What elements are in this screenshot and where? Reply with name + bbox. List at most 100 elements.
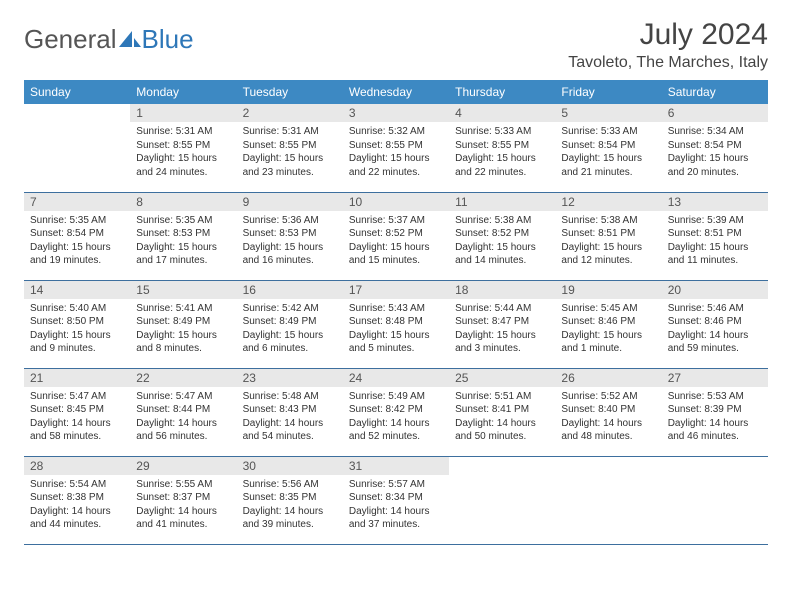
cell-body: Sunrise: 5:31 AMSunset: 8:55 PMDaylight:…	[237, 122, 343, 183]
sunrise-line: Sunrise: 5:36 AM	[243, 214, 337, 228]
cell-body: Sunrise: 5:52 AMSunset: 8:40 PMDaylight:…	[555, 387, 661, 448]
day-number: 29	[130, 457, 236, 475]
day-number: 22	[130, 369, 236, 387]
sunset-line: Sunset: 8:52 PM	[349, 227, 443, 241]
calendar-cell: 19Sunrise: 5:45 AMSunset: 8:46 PMDayligh…	[555, 280, 661, 368]
dl2-line: and 21 minutes.	[561, 166, 655, 180]
dl2-line: and 8 minutes.	[136, 342, 230, 356]
weekday-header: Monday	[130, 80, 236, 104]
cell-body: Sunrise: 5:46 AMSunset: 8:46 PMDaylight:…	[662, 299, 768, 360]
day-number: 28	[24, 457, 130, 475]
sunrise-line: Sunrise: 5:51 AM	[455, 390, 549, 404]
cell-body: Sunrise: 5:38 AMSunset: 8:51 PMDaylight:…	[555, 211, 661, 272]
sunrise-line: Sunrise: 5:33 AM	[455, 125, 549, 139]
dl2-line: and 22 minutes.	[455, 166, 549, 180]
day-number: 13	[662, 193, 768, 211]
day-number: 21	[24, 369, 130, 387]
day-number: 11	[449, 193, 555, 211]
dl1-line: Daylight: 15 hours	[136, 152, 230, 166]
calendar-cell: 14Sunrise: 5:40 AMSunset: 8:50 PMDayligh…	[24, 280, 130, 368]
calendar-cell: 3Sunrise: 5:32 AMSunset: 8:55 PMDaylight…	[343, 104, 449, 192]
dl1-line: Daylight: 15 hours	[455, 152, 549, 166]
day-number: 8	[130, 193, 236, 211]
sunrise-line: Sunrise: 5:44 AM	[455, 302, 549, 316]
calendar-cell: 20Sunrise: 5:46 AMSunset: 8:46 PMDayligh…	[662, 280, 768, 368]
cell-body: Sunrise: 5:34 AMSunset: 8:54 PMDaylight:…	[662, 122, 768, 183]
sunset-line: Sunset: 8:54 PM	[668, 139, 762, 153]
sunrise-line: Sunrise: 5:49 AM	[349, 390, 443, 404]
dl2-line: and 23 minutes.	[243, 166, 337, 180]
dl1-line: Daylight: 14 hours	[30, 417, 124, 431]
dl1-line: Daylight: 15 hours	[243, 152, 337, 166]
sunrise-line: Sunrise: 5:45 AM	[561, 302, 655, 316]
sunset-line: Sunset: 8:53 PM	[136, 227, 230, 241]
sunrise-line: Sunrise: 5:57 AM	[349, 478, 443, 492]
sunrise-line: Sunrise: 5:53 AM	[668, 390, 762, 404]
day-number: 31	[343, 457, 449, 475]
dl2-line: and 5 minutes.	[349, 342, 443, 356]
dl1-line: Daylight: 15 hours	[30, 329, 124, 343]
cell-body: Sunrise: 5:55 AMSunset: 8:37 PMDaylight:…	[130, 475, 236, 536]
calendar-cell: 6Sunrise: 5:34 AMSunset: 8:54 PMDaylight…	[662, 104, 768, 192]
calendar-cell	[24, 104, 130, 192]
day-number: 24	[343, 369, 449, 387]
dl2-line: and 20 minutes.	[668, 166, 762, 180]
calendar-cell: 8Sunrise: 5:35 AMSunset: 8:53 PMDaylight…	[130, 192, 236, 280]
dl2-line: and 14 minutes.	[455, 254, 549, 268]
sunrise-line: Sunrise: 5:41 AM	[136, 302, 230, 316]
cell-body: Sunrise: 5:45 AMSunset: 8:46 PMDaylight:…	[555, 299, 661, 360]
dl2-line: and 39 minutes.	[243, 518, 337, 532]
day-number: 19	[555, 281, 661, 299]
calendar-cell: 16Sunrise: 5:42 AMSunset: 8:49 PMDayligh…	[237, 280, 343, 368]
calendar-row: 14Sunrise: 5:40 AMSunset: 8:50 PMDayligh…	[24, 280, 768, 368]
calendar-row: 1Sunrise: 5:31 AMSunset: 8:55 PMDaylight…	[24, 104, 768, 192]
sunset-line: Sunset: 8:54 PM	[561, 139, 655, 153]
sunset-line: Sunset: 8:39 PM	[668, 403, 762, 417]
cell-body: Sunrise: 5:33 AMSunset: 8:55 PMDaylight:…	[449, 122, 555, 183]
calendar-cell: 11Sunrise: 5:38 AMSunset: 8:52 PMDayligh…	[449, 192, 555, 280]
day-number: 20	[662, 281, 768, 299]
sunset-line: Sunset: 8:55 PM	[136, 139, 230, 153]
calendar-cell: 26Sunrise: 5:52 AMSunset: 8:40 PMDayligh…	[555, 368, 661, 456]
sunset-line: Sunset: 8:43 PM	[243, 403, 337, 417]
calendar-cell: 23Sunrise: 5:48 AMSunset: 8:43 PMDayligh…	[237, 368, 343, 456]
day-number: 17	[343, 281, 449, 299]
dl2-line: and 46 minutes.	[668, 430, 762, 444]
calendar-cell: 31Sunrise: 5:57 AMSunset: 8:34 PMDayligh…	[343, 456, 449, 544]
calendar-cell: 22Sunrise: 5:47 AMSunset: 8:44 PMDayligh…	[130, 368, 236, 456]
day-number: 26	[555, 369, 661, 387]
calendar-cell: 30Sunrise: 5:56 AMSunset: 8:35 PMDayligh…	[237, 456, 343, 544]
dl1-line: Daylight: 15 hours	[455, 241, 549, 255]
calendar-cell: 27Sunrise: 5:53 AMSunset: 8:39 PMDayligh…	[662, 368, 768, 456]
logo-text-blue: Blue	[142, 24, 194, 55]
brand-logo: General Blue	[24, 18, 194, 55]
dl1-line: Daylight: 14 hours	[668, 329, 762, 343]
calendar-table: Sunday Monday Tuesday Wednesday Thursday…	[24, 80, 768, 545]
day-number: 25	[449, 369, 555, 387]
sunrise-line: Sunrise: 5:56 AM	[243, 478, 337, 492]
sunset-line: Sunset: 8:55 PM	[243, 139, 337, 153]
calendar-cell: 4Sunrise: 5:33 AMSunset: 8:55 PMDaylight…	[449, 104, 555, 192]
dl2-line: and 19 minutes.	[30, 254, 124, 268]
dl2-line: and 54 minutes.	[243, 430, 337, 444]
calendar-cell: 17Sunrise: 5:43 AMSunset: 8:48 PMDayligh…	[343, 280, 449, 368]
cell-body: Sunrise: 5:35 AMSunset: 8:54 PMDaylight:…	[24, 211, 130, 272]
sunset-line: Sunset: 8:45 PM	[30, 403, 124, 417]
cell-body: Sunrise: 5:32 AMSunset: 8:55 PMDaylight:…	[343, 122, 449, 183]
sunrise-line: Sunrise: 5:54 AM	[30, 478, 124, 492]
dl2-line: and 16 minutes.	[243, 254, 337, 268]
cell-body: Sunrise: 5:47 AMSunset: 8:44 PMDaylight:…	[130, 387, 236, 448]
calendar-cell	[449, 456, 555, 544]
dl2-line: and 56 minutes.	[136, 430, 230, 444]
dl2-line: and 48 minutes.	[561, 430, 655, 444]
sunset-line: Sunset: 8:34 PM	[349, 491, 443, 505]
calendar-cell: 13Sunrise: 5:39 AMSunset: 8:51 PMDayligh…	[662, 192, 768, 280]
sunset-line: Sunset: 8:38 PM	[30, 491, 124, 505]
dl1-line: Daylight: 15 hours	[349, 241, 443, 255]
dl1-line: Daylight: 15 hours	[136, 329, 230, 343]
cell-body: Sunrise: 5:54 AMSunset: 8:38 PMDaylight:…	[24, 475, 130, 536]
dl2-line: and 58 minutes.	[30, 430, 124, 444]
dl2-line: and 11 minutes.	[668, 254, 762, 268]
calendar-row: 7Sunrise: 5:35 AMSunset: 8:54 PMDaylight…	[24, 192, 768, 280]
weekday-header: Friday	[555, 80, 661, 104]
